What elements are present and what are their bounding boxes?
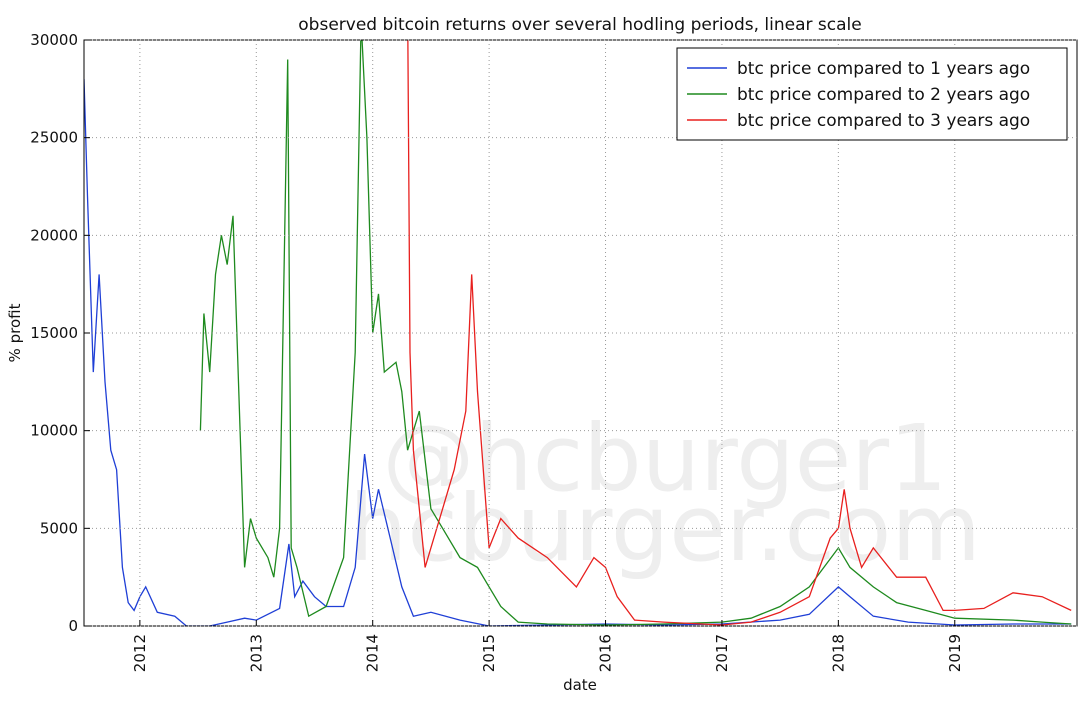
x-tick-label: 2019 [946,634,964,672]
y-tick-label: 20000 [30,226,78,244]
legend-label: btc price compared to 2 years ago [737,85,1030,105]
y-tick-label: 0 [68,617,78,635]
chart-title: observed bitcoin returns over several ho… [298,15,861,35]
legend-label: btc price compared to 1 years ago [737,59,1030,79]
lines [84,40,1072,626]
x-tick-label: 2017 [713,634,731,672]
x-tick-label: 2016 [597,634,615,672]
y-tick-label: 5000 [40,519,78,537]
y-tick-label: 30000 [30,31,78,49]
x-axis-label: date [563,676,597,694]
legend-box [676,47,1068,141]
y-tick-label: 25000 [30,129,78,147]
y-tick-label: 15000 [30,324,78,342]
x-tick-label: 2014 [364,634,382,672]
series-line [199,40,1072,626]
y-tick-label: 10000 [30,422,78,440]
y-axis-label: % profit [6,303,24,362]
x-tick-label: 2012 [131,634,149,672]
x-tick-label: 2015 [480,634,498,672]
legend-label: btc price compared to 3 years ago [737,111,1030,131]
series-line [407,40,1072,626]
x-tick-label: 2013 [247,634,265,672]
watermark: @hcburger1 [382,405,947,512]
x-tick-label: 2018 [829,634,847,672]
